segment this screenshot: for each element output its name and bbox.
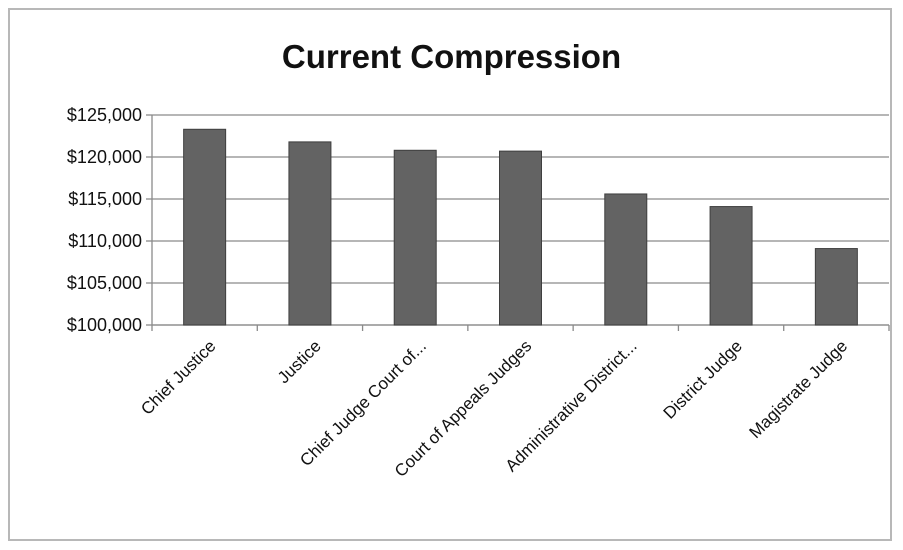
chart-title: Current Compression xyxy=(281,38,622,75)
y-tick-label: $115,000 xyxy=(68,189,142,209)
y-tick-label: $100,000 xyxy=(67,315,142,335)
y-tick-label: $110,000 xyxy=(68,231,142,251)
bar xyxy=(709,206,753,326)
x-category-label: Magistrate Judge xyxy=(746,336,852,442)
bar xyxy=(499,150,542,326)
y-tick-label: $105,000 xyxy=(67,273,142,293)
x-category-label: Chief Justice xyxy=(137,336,219,418)
bar xyxy=(183,128,227,326)
bar xyxy=(814,248,858,326)
bar xyxy=(288,141,332,326)
bar xyxy=(393,149,437,326)
bar xyxy=(604,193,648,326)
x-category-label: Justice xyxy=(274,336,325,387)
x-category-label: District Judge xyxy=(660,336,746,422)
y-tick-label: $125,000 xyxy=(67,105,142,125)
y-tick-label: $120,000 xyxy=(67,147,142,167)
